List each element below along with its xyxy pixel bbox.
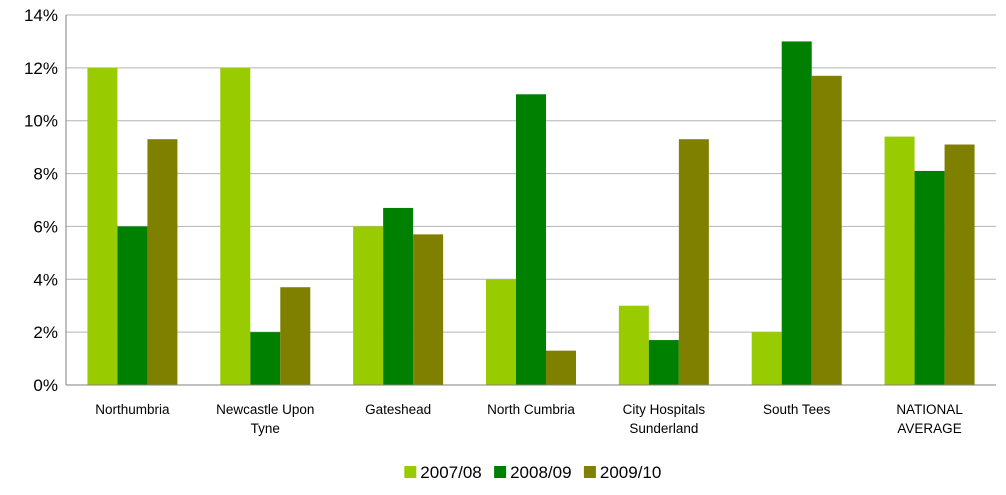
legend-item: 2008/09 bbox=[494, 463, 572, 482]
bar-2007-08 bbox=[618, 305, 649, 385]
x-category-label: City Hospitals Sunderland bbox=[623, 402, 706, 436]
y-tick-label: 8% bbox=[33, 165, 58, 184]
bar-2007-08 bbox=[220, 67, 251, 385]
bar-2008-09 bbox=[648, 340, 679, 385]
bar-2009-10 bbox=[546, 350, 576, 385]
bar-2008-09 bbox=[117, 226, 148, 385]
legend-label: 2007/08 bbox=[420, 463, 481, 482]
legend-swatch bbox=[404, 466, 417, 478]
bar-2009-10 bbox=[811, 75, 842, 386]
y-tick-label: 10% bbox=[24, 112, 58, 131]
bar-2007-08 bbox=[353, 226, 384, 385]
y-tick-label: 0% bbox=[33, 376, 58, 395]
y-tick-label: 6% bbox=[33, 217, 58, 236]
bar-2007-08 bbox=[884, 136, 915, 385]
bar-2009-10 bbox=[280, 287, 311, 385]
x-category-label: Newcastle Upon Tyne bbox=[216, 402, 314, 436]
bar-2008-09 bbox=[914, 170, 945, 385]
legend-label: 2008/09 bbox=[510, 463, 571, 482]
x-category-label: South Tees bbox=[763, 402, 831, 417]
bar-2009-10 bbox=[147, 139, 178, 385]
y-tick-label: 12% bbox=[24, 59, 58, 78]
legend-item: 2007/08 bbox=[404, 463, 482, 482]
bar-2007-08 bbox=[87, 67, 118, 385]
bars bbox=[87, 41, 975, 386]
y-tick-label: 14% bbox=[24, 6, 58, 25]
bar-2008-09 bbox=[516, 94, 546, 386]
bar-2009-10 bbox=[413, 234, 444, 385]
x-category-label: Gateshead bbox=[365, 402, 431, 417]
y-tick-label: 4% bbox=[33, 270, 58, 289]
bar-2008-09 bbox=[781, 41, 812, 386]
bar-2007-08 bbox=[486, 279, 516, 385]
bar-2009-10 bbox=[944, 144, 975, 385]
legend-label: 2009/10 bbox=[600, 463, 661, 482]
legend-swatch bbox=[583, 466, 596, 478]
bar-2007-08 bbox=[751, 332, 782, 385]
y-tick-labels: 0% 2% 4% 6% 8% 10% 12% 14% bbox=[24, 6, 58, 395]
x-category-label: Northumbria bbox=[95, 402, 170, 417]
bar-2009-10 bbox=[678, 139, 709, 385]
legend-item: 2009/10 bbox=[583, 463, 661, 482]
bar-2008-09 bbox=[250, 332, 281, 385]
legend-swatch bbox=[494, 466, 507, 478]
x-category-label: North Cumbria bbox=[487, 402, 575, 417]
x-category-labels: Northumbria Newcastle Upon Tyne Gateshead No… bbox=[95, 402, 963, 436]
bar-2008-09 bbox=[383, 207, 414, 385]
y-tick-label: 2% bbox=[33, 323, 58, 342]
legend: 2007/08 2008/09 2009/10 bbox=[404, 463, 661, 482]
x-category-label: NATIONAL AVERAGE bbox=[896, 402, 963, 436]
axes bbox=[65, 15, 996, 386]
